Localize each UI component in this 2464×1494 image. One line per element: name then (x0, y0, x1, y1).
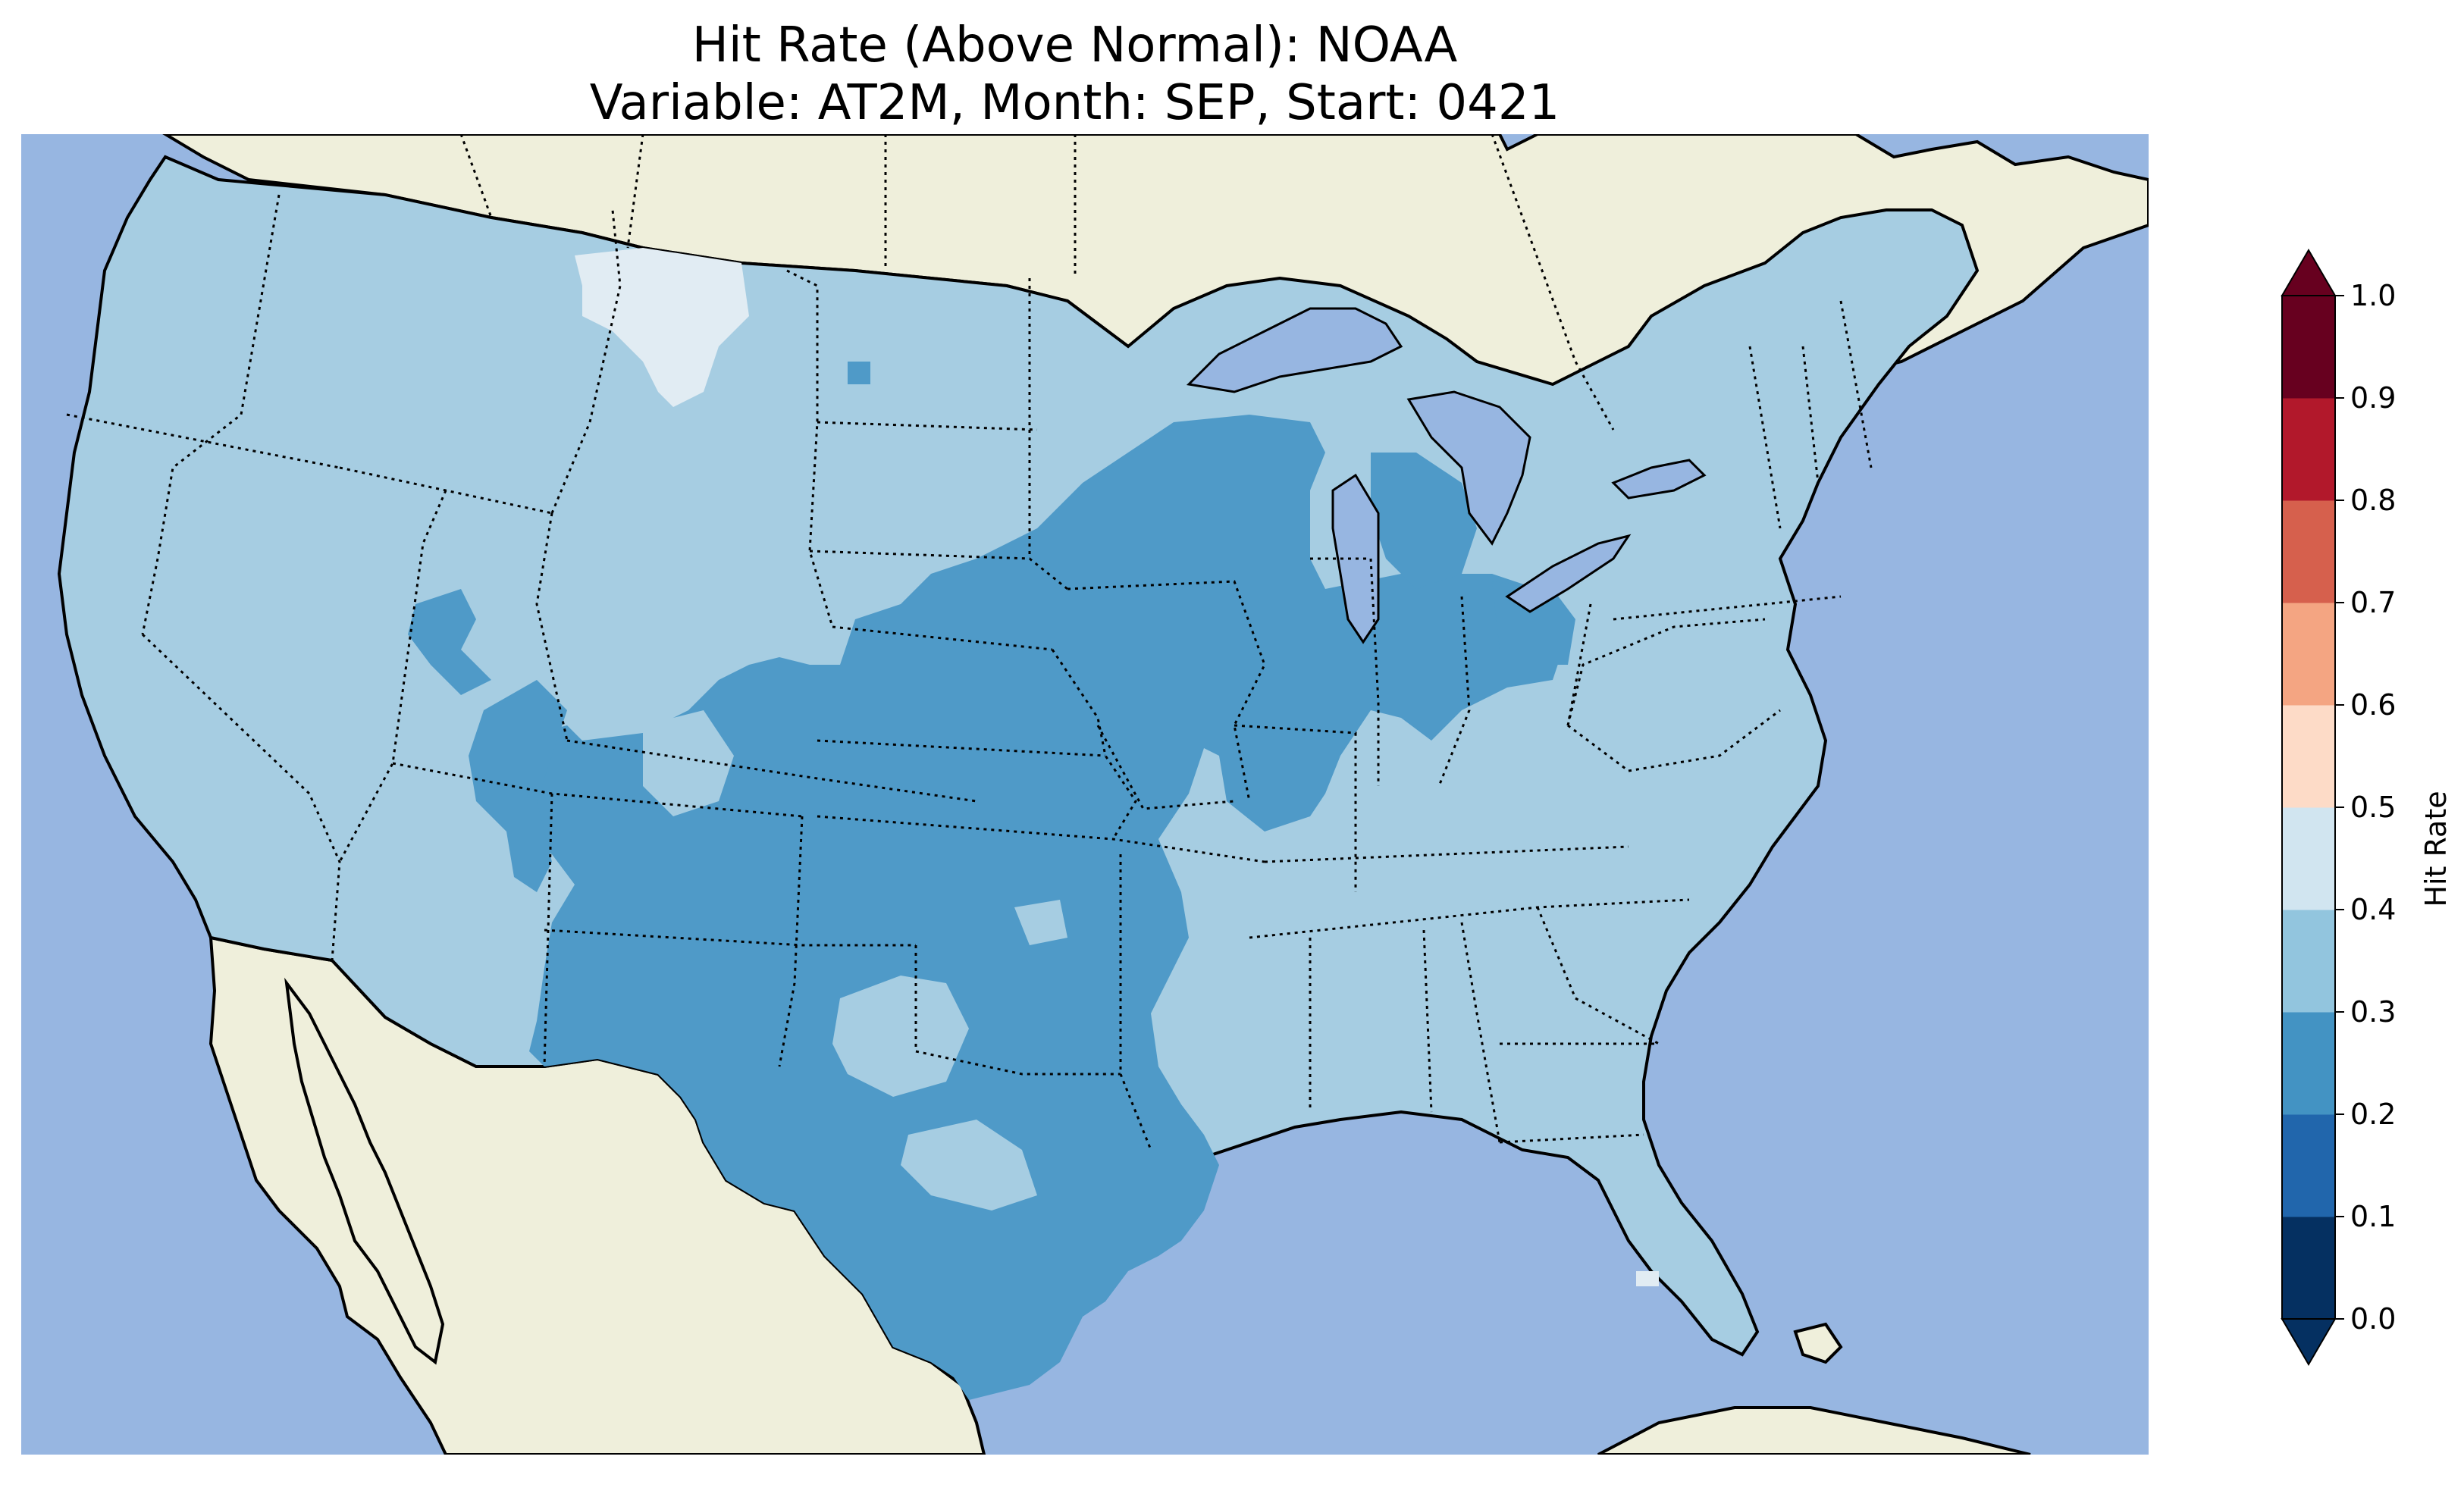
colorbar-tick-label: 0.6 (2350, 688, 2396, 722)
lake-ontario (1611, 459, 1707, 500)
conus-hit-rate-map (21, 134, 2149, 1455)
colorbar-bin-0.0-0.1 (2282, 1217, 2335, 1320)
michigan-blob (1371, 453, 1477, 589)
colorbar-extend-min (2281, 1318, 2337, 1366)
canada-borders (459, 134, 1615, 431)
oklahoma-patch (1014, 900, 1067, 945)
baja-california (284, 977, 445, 1365)
region-0-3-0-4-patches (643, 710, 1067, 1211)
colorbar-tick-label: 0.8 (2350, 484, 2396, 517)
colorbar: 0.0 0.1 0.2 0.3 0.4 0.5 0.6 0.7 0.8 0.9 1.0 Hit Ra… (2281, 249, 2453, 1366)
colorbar-tick-label: 0.0 (2350, 1302, 2396, 1336)
colorbar-tick-label: 0.5 (2350, 791, 2396, 824)
ohio-blob (1492, 581, 1575, 665)
colorbar-tick-label: 0.7 (2350, 586, 2396, 619)
region-0-4-0-5 (575, 248, 749, 407)
colorbar-tick-label: 0.2 (2350, 1098, 2396, 1131)
colorado-patch (643, 710, 734, 816)
cuba (1597, 1406, 2031, 1455)
title-line-1: Hit Rate (Above Normal): NOAA (691, 17, 1458, 74)
colorbar-bin-0.6-0.7 (2282, 603, 2335, 706)
nd-spot (848, 362, 870, 384)
lake-erie (1505, 534, 1632, 613)
colorbar-bin-0.4-0.5 (2282, 807, 2335, 910)
colorbar-tick-label: 0.4 (2350, 893, 2396, 926)
colorbar-label: Hit Rate (2419, 791, 2453, 907)
figure-title: Hit Rate (Above Normal): NOAA Variable: … (0, 17, 2149, 132)
colorbar-bin-0.7-0.8 (2282, 500, 2335, 603)
colorbar-tick-label: 0.1 (2350, 1200, 2396, 1233)
title-line-2: Variable: AT2M, Month: SEP, Start: 0421 (589, 75, 1560, 131)
colorbar-tick-label: 0.3 (2350, 995, 2396, 1029)
state-borders (66, 194, 1873, 1151)
colorbar-tick-label: 0.9 (2350, 381, 2396, 415)
region-0-4-0-5-florida (1636, 1271, 1659, 1286)
great-lakes (1186, 307, 1707, 644)
utah-blob (408, 589, 491, 695)
colorbar-bin-0.3-0.4 (2282, 910, 2335, 1013)
colorbar-bin-0.9-1.0 (2282, 296, 2335, 399)
south-texas-patch (901, 1120, 1037, 1211)
bahamas (1793, 1322, 1843, 1364)
colorbar-extend-max (2281, 249, 2337, 296)
colorbar-bin-0.5-0.6 (2282, 705, 2335, 808)
arizona-blob (469, 680, 567, 892)
colorbar-bin-0.8-0.9 (2282, 398, 2335, 501)
lake-superior (1186, 307, 1403, 393)
colorbar-bin-0.2-0.3 (2282, 1012, 2335, 1115)
lake-huron (1406, 390, 1531, 546)
colorbar-bin-0.1-0.2 (2282, 1114, 2335, 1217)
colorbar-tick-label: 1.0 (2350, 279, 2396, 312)
west-texas-patch (832, 976, 969, 1097)
